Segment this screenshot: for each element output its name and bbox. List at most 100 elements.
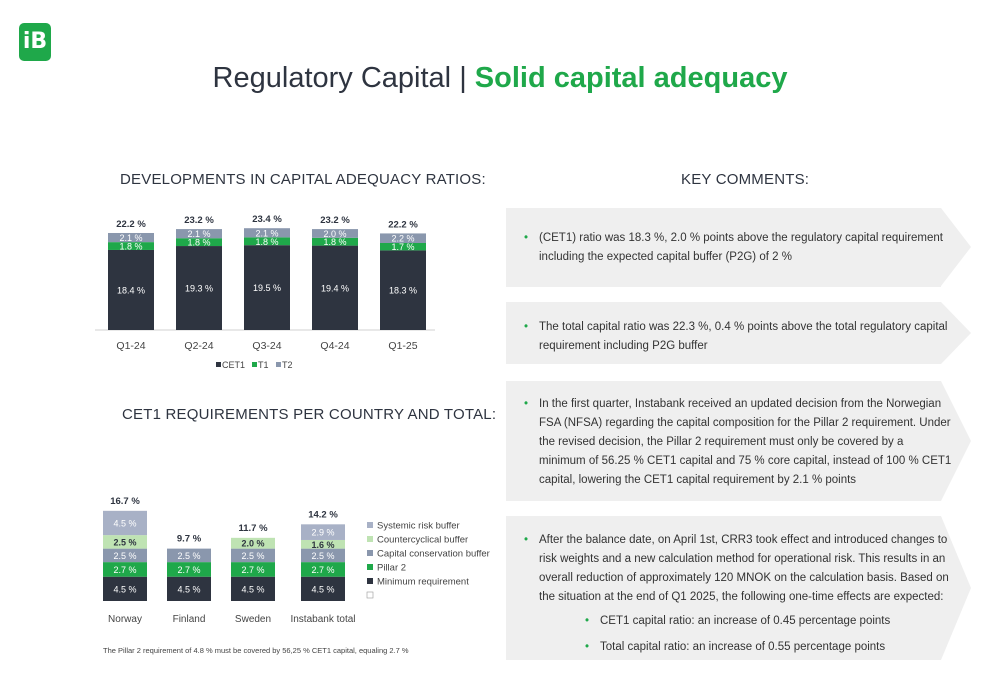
comment-box-arrow — [941, 208, 971, 286]
comment-bullet: • (CET1) ratio was 18.3 %, 2.0 % points a… — [524, 229, 943, 267]
legend-label: Minimum requirement — [377, 577, 469, 588]
legend-label: Pillar 2 — [377, 563, 406, 574]
comment-box-arrow — [941, 381, 971, 501]
comment-bullet: • The total capital ratio was 22.3 %, 0.4… — [524, 318, 948, 356]
total-label: 23.2 % — [184, 215, 214, 226]
comment-line: (CET1) ratio was 18.3 %, 2.0 % points ab… — [539, 232, 943, 244]
total-label: 22.2 % — [388, 219, 418, 230]
x-tick-label: Instabank total — [290, 614, 355, 625]
legend-swatch — [367, 578, 373, 584]
data-label: 2.5 % — [311, 551, 334, 561]
total-label: 23.4 % — [252, 214, 282, 225]
comment-line: FSA (NFSA) regarding the capital composi… — [539, 417, 951, 429]
bar-segment — [231, 537, 275, 549]
legend-label-t2: T2 — [282, 360, 293, 370]
bar-t1-q1-24 — [108, 242, 154, 250]
comment-box — [506, 381, 971, 501]
legend-swatch — [367, 536, 373, 542]
comment-sub-bullet: • CET1 capital ratio: an increase of 0.45… — [585, 612, 890, 631]
bar-segment — [103, 535, 147, 549]
legend-swatch — [366, 591, 374, 599]
comment-line: requirement including P2G buffer — [539, 340, 708, 352]
data-label: 2.0 % — [241, 539, 264, 549]
comment-line: minimum of 56.25 % CET1 capital and 75 %… — [539, 455, 952, 467]
bullet-dot: • — [585, 615, 590, 627]
data-label: 1.8 % — [187, 238, 210, 248]
comment-box-arrow — [941, 302, 971, 364]
comment-bullet: • After the balance date, on April 1st, C… — [524, 531, 949, 607]
cet1-requirements-chart: 4.5 % 2.7 % 2.5 % 2.5 % 4.5 % 16.7 % Norway 4.5… — [103, 496, 490, 625]
data-label: 4.5 % — [113, 518, 136, 528]
x-tick-label: Norway — [108, 614, 142, 625]
title-accent: Solid capital adequacy — [474, 62, 788, 94]
bullet-dot: • — [524, 534, 529, 546]
comment-line: risk weights and a new calculation metho… — [539, 553, 946, 565]
data-label: 2.5 % — [113, 537, 136, 547]
bar-t2-q2-24 — [176, 229, 222, 239]
bar-segment — [301, 576, 345, 601]
legend-swatch-t1 — [252, 362, 257, 367]
legend-label-t1: T1 — [258, 360, 269, 370]
bullet-dot: • — [524, 232, 529, 244]
section-heading-ratios: DEVELOPMENTS IN CAPITAL ADEQUACY RATIOS: — [120, 171, 486, 188]
total-label: 9.7 % — [177, 534, 202, 545]
comment-line: The total capital ratio was 22.3 %, 0.4 … — [539, 321, 948, 333]
legend-label: Capital conservation buffer — [377, 549, 490, 560]
data-label: 18.3 % — [389, 286, 417, 296]
data-label: 4.5 % — [311, 584, 334, 594]
comment-box-arrow — [941, 516, 971, 660]
data-label: 1.6 % — [311, 540, 334, 550]
bar-segment — [103, 562, 147, 577]
bar-cet1-q2-24 — [176, 246, 222, 330]
legend-swatch — [367, 564, 373, 570]
bar-t2-q1-25 — [380, 233, 426, 243]
data-label: 19.3 % — [185, 284, 213, 294]
legend-label-cet1: CET1 — [222, 360, 245, 370]
data-label: 2.1 % — [255, 228, 278, 238]
page-title: Regulatory Capital | Solid capital adequ… — [0, 62, 1000, 95]
bar-t1-q3-24 — [244, 237, 290, 246]
bar-segment — [301, 539, 345, 549]
data-label: 19.5 % — [253, 283, 281, 293]
data-label: 2.7 % — [241, 565, 264, 575]
x-tick-label: Q1-25 — [388, 340, 417, 352]
data-label: 2.5 % — [241, 551, 264, 561]
bar-cet1-q3-24 — [244, 245, 290, 330]
data-label: 2.7 % — [113, 565, 136, 575]
comment-bullet: • In the first quarter, Instabank receive… — [524, 395, 952, 490]
legend-swatch — [367, 522, 373, 528]
bar-cet1-q1-24 — [108, 249, 154, 330]
bar-segment — [231, 548, 275, 563]
legend-label: Systemic risk buffer — [377, 521, 460, 532]
bar-t2-q3-24 — [244, 228, 290, 238]
comment-line: the revised decision, the Pillar 2 requi… — [539, 436, 904, 448]
x-tick-label: Q3-24 — [252, 340, 281, 352]
data-label: 18.4 % — [117, 285, 145, 295]
total-label: 22.2 % — [116, 219, 146, 230]
data-label: 4.5 % — [177, 584, 200, 594]
data-label: 1.8 % — [255, 237, 278, 247]
bar-segment — [167, 562, 211, 577]
data-label: 1.8 % — [119, 242, 142, 252]
comment-line: including the expected capital buffer (P… — [539, 251, 792, 263]
x-tick-label: Q1-24 — [116, 340, 145, 352]
bar-segment — [301, 562, 345, 577]
data-label: 1.8 % — [323, 237, 346, 247]
section-heading-key-comments: KEY COMMENTS: — [681, 171, 810, 188]
legend-swatch-t2 — [276, 362, 281, 367]
legend-swatch — [367, 550, 373, 556]
section-heading-cet1-requirements: CET1 REQUIREMENTS PER COUNTRY AND TOTAL: — [122, 406, 497, 423]
x-tick-label: Finland — [173, 614, 206, 625]
data-label: 19.4 % — [321, 283, 349, 293]
data-label: 2.5 % — [113, 551, 136, 561]
title-separator: | — [459, 62, 467, 94]
total-label: 23.2 % — [320, 215, 350, 226]
comment-sub-line: Total capital ratio: an increase of 0.55… — [600, 641, 886, 653]
bar-t1-q4-24 — [312, 237, 358, 246]
total-label: 14.2 % — [308, 509, 338, 520]
data-label: 2.9 % — [311, 528, 334, 538]
bar-t1-q1-25 — [380, 243, 426, 251]
bar-segment — [103, 576, 147, 601]
bar-segment — [301, 524, 345, 540]
